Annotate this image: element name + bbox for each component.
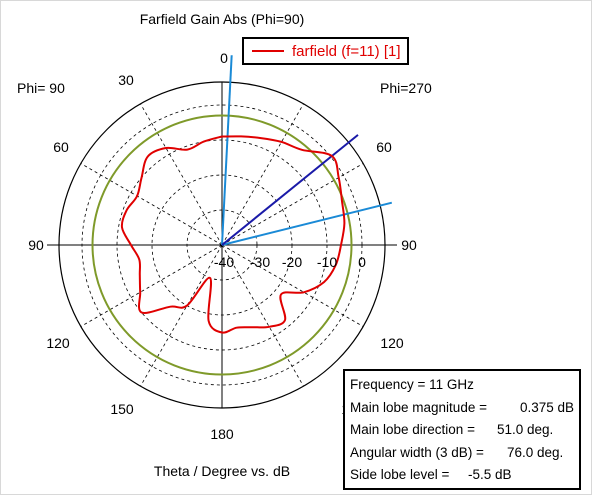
legend-label-farfield: farfield (f=11) [1]	[292, 43, 401, 60]
angle-label-left-60: 60	[53, 139, 69, 155]
info-label-main-lobe-direction: Main lobe direction =	[350, 422, 475, 438]
info-value-main-lobe-magnitude: 0.375 dB	[520, 399, 575, 415]
radial-tick-1: -30	[250, 254, 270, 270]
beamwidth-line-1	[221, 55, 233, 246]
phi-left-label: Phi= 90	[17, 80, 65, 96]
results-info-box: Frequency = 11 GHz Main lobe magnitude =…	[343, 369, 581, 490]
radial-tick-0: -40	[214, 254, 234, 270]
grid-spoke-left-30	[140, 103, 223, 246]
info-label-angular-width: Angular width (3 dB) =	[350, 444, 484, 460]
beamwidth-line-2	[221, 201, 393, 246]
info-value-main-lobe-direction: 51.0 deg.	[497, 422, 554, 438]
angle-label-right-60: 60	[376, 139, 392, 155]
info-row-angular-width: Angular width (3 dB) = 76.0 deg.	[350, 442, 579, 465]
chart-legend: farfield (f=11) [1]	[242, 37, 409, 65]
info-row-side-lobe-level: Side lobe level = -5.5 dB	[350, 464, 579, 487]
angle-label-right-90: 90	[401, 237, 417, 253]
info-row-frequency: Frequency = 11 GHz	[350, 374, 579, 397]
grid-spoke-right-30	[221, 103, 304, 246]
angle-label-right-120: 120	[380, 335, 404, 351]
x-axis-label: Theta / Degree vs. dB	[154, 463, 290, 479]
grid-spoke-left-60	[80, 163, 223, 246]
info-value-angular-width: 76.0 deg.	[507, 444, 564, 460]
reference-3db-circle	[91, 114, 353, 376]
angle-label-left-90: 90	[28, 237, 44, 253]
angle-label-left-120: 120	[46, 335, 70, 351]
info-label-frequency: Frequency = 11 GHz	[350, 377, 474, 392]
angle-label-left-150: 150	[110, 401, 134, 417]
legend-swatch-farfield	[252, 50, 284, 52]
phi-right-label: Phi=270	[380, 80, 432, 96]
angle-label-left-30: 30	[118, 72, 134, 88]
angle-label-right-180: 180	[210, 426, 234, 442]
angle-label-right-0: 0	[220, 50, 228, 66]
radial-tick-3: -10	[317, 254, 337, 270]
info-row-main-lobe-magnitude: Main lobe magnitude = 0.375 dB	[350, 397, 579, 420]
radial-tick-4: 0	[358, 254, 366, 270]
radial-tick-2: -20	[282, 254, 302, 270]
main-lobe-line	[221, 134, 359, 246]
chart-title: Farfield Gain Abs (Phi=90)	[140, 11, 305, 27]
info-label-main-lobe-magnitude: Main lobe magnitude =	[350, 399, 487, 415]
info-label-side-lobe-level: Side lobe level =	[350, 467, 450, 483]
grid-spoke-left-150	[140, 244, 223, 387]
info-value-side-lobe-level: -5.5 dB	[468, 467, 512, 483]
series-line-farfield	[120, 135, 346, 334]
info-row-main-lobe-direction: Main lobe direction = 51.0 deg.	[350, 419, 579, 442]
